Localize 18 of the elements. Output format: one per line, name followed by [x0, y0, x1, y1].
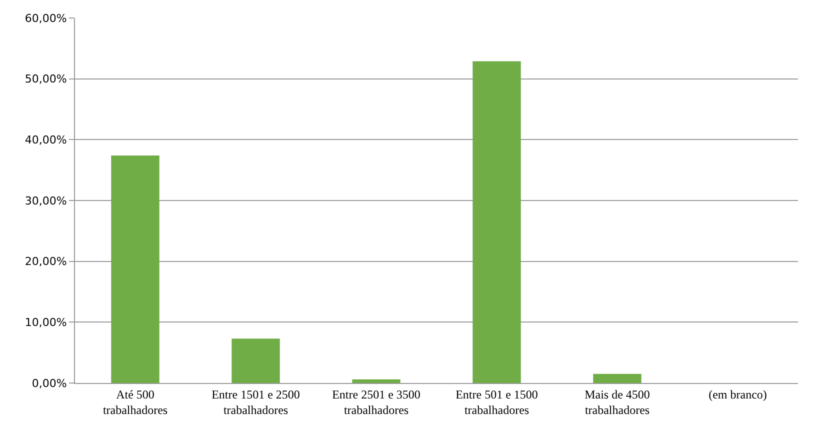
x-tick-label: (em branco)	[708, 387, 767, 402]
y-tick-label: 50,00%	[24, 72, 67, 86]
x-tick-label: Entre 1501 e 2500 trabalhadores	[212, 387, 300, 417]
x-tick-label: Até 500 trabalhadores	[102, 387, 168, 417]
bar	[593, 374, 642, 383]
bar	[352, 379, 400, 383]
x-tick-label: Entre 501 e 1500 trabalhadores	[456, 387, 538, 417]
bar	[472, 61, 521, 383]
x-tick-label: Entre 2501 e 3500 trabalhadores	[332, 387, 420, 417]
y-tick-label: 40,00%	[24, 134, 67, 147]
y-tick-label: 10,00%	[24, 316, 67, 330]
y-tick-label: 30,00%	[24, 194, 67, 208]
bar	[232, 338, 280, 383]
y-tick-label: 0,00%	[32, 376, 67, 390]
y-tick-label: 60,00%	[24, 12, 67, 25]
x-tick-label: Mais de 4500 trabalhadores	[584, 387, 650, 417]
y-tick-label: 20,00%	[24, 255, 67, 268]
bar	[111, 155, 160, 383]
